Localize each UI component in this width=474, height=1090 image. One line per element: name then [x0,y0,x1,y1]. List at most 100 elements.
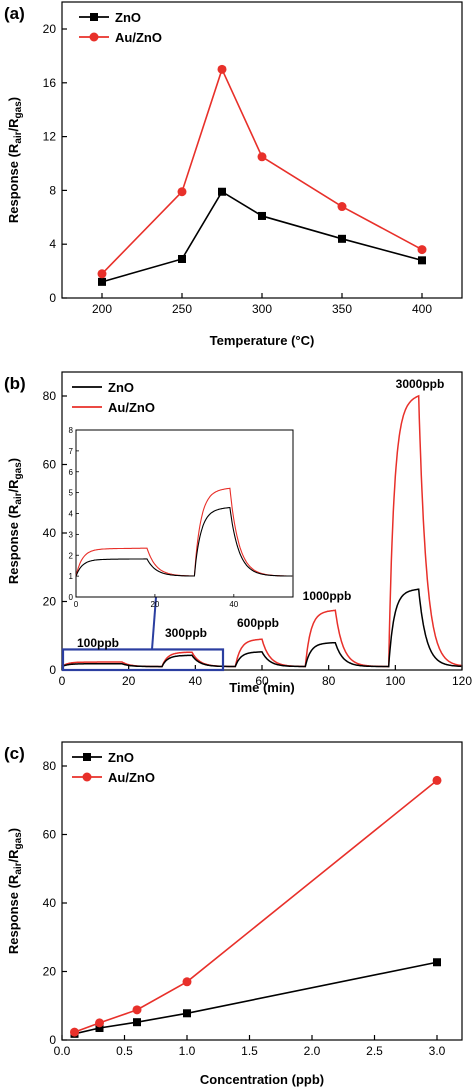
panel-b-inset-x-tick-label: 20 [150,600,159,609]
panel-b-zoom-box [61,648,225,672]
panel-b-x-tick-label: 0 [59,674,66,688]
panel-a-x-tick-label: 350 [332,302,352,316]
panel-a: 200 250 300 350 400 0 4 8 12 16 20 (a) Temperature (… [4,1,463,348]
panel-c-series-0-point [95,1024,104,1033]
panel-c-legend-label-0: ZnO [108,750,134,765]
panel-b-annotation-3: 1000ppb [303,589,352,603]
panel-a-y-tick-label: 0 [49,291,56,305]
panel-a-series-0-point [178,254,186,263]
panel-a-x-tick-label: 200 [92,302,112,316]
panel-b-inset-frame [75,429,294,598]
panel-c-x-tick-label: 2.5 [366,1044,383,1058]
panel-a-x-tick-label: 400 [412,302,432,316]
panel-c-legend-marker-0 [83,753,91,761]
panel-b-inset-x-tick-label: 0 [74,600,79,609]
panel-c-series-1-point [132,1005,142,1015]
panel-b-annotation-1: 300ppb [165,626,207,640]
panel-a-x-tick-label: 300 [252,302,272,316]
panel-c-series-line-1 [74,779,438,1033]
panel-b-inset-y-tick-label: 8 [69,426,74,435]
panel-b-annotation-2: 600ppb [237,616,279,630]
panel-a-series-0-point [258,211,266,220]
panel-a-series-0-point [218,187,226,196]
panel-b-inset-x-tick-label: 40 [229,600,238,609]
panel-a-x-tick-label: 250 [172,302,192,316]
panel-c-x-tick-label: 0.0 [54,1044,71,1058]
panel-c-y-tick-label: 20 [43,965,57,979]
panel-a-y-tick-label: 16 [43,76,57,90]
panel-b-inset-y-tick-label: 0 [69,593,74,602]
panel-c-x-tick-label: 3.0 [429,1044,446,1058]
panel-c-legend-marker-1 [82,772,92,782]
panel-a-series-0-point [98,277,106,286]
panel-a-series-1-point [177,187,187,197]
panel-b-y-tick-label: 20 [43,595,57,609]
panel-c-series-1-point [95,1018,104,1028]
panel-a-y-axis-label: Response (Rair/Rgas) [6,97,24,223]
panel-b-x-tick-label: 120 [452,674,472,688]
panel-c-series-1-point [432,775,442,785]
panel-a-series-1-point [97,269,107,279]
panel-b-inset-y-tick-label: 2 [69,551,74,560]
panel-b-x-tick-label: 40 [189,674,203,688]
panel-b-legend-label-0: ZnO [108,380,134,395]
panel-c-y-tick-label: 80 [43,759,57,773]
panel-b-tag: (b) [4,374,26,393]
panel-a-legend-label-1: Au/ZnO [115,30,162,45]
panel-b-series-line-0 [61,588,462,668]
panel-c-y-tick-label: 60 [43,828,57,842]
panel-a-x-axis-label: Temperature (°C) [210,333,315,348]
panel-c-series-line-0 [74,961,438,1035]
panel-a-legend-label-0: ZnO [115,10,141,25]
panel-a-y-tick-label: 4 [49,237,56,251]
panel-c-series-0-point [133,1018,141,1027]
panel-c-x-tick-label: 0.5 [116,1044,133,1058]
panel-b-x-tick-label: 100 [385,674,405,688]
panel-b-x-tick-label: 80 [322,674,336,688]
panel-b-x-tick-label: 20 [122,674,136,688]
panel-b-annotation-4: 3000ppb [396,377,445,391]
panel-a-y-tick-label: 12 [43,130,57,144]
panel-b-inset-y-tick-label: 7 [69,447,74,456]
panel-c-series-1-point [70,1027,79,1037]
panel-c: 0.0 0.5 1.0 1.5 2.0 2.5 3.0 0 20 40 60 80 (c) Concent… [4,741,463,1087]
panel-a-series-1-point [337,202,347,212]
panel-a-series-1-point [217,64,227,74]
panel-c-y-tick-label: 40 [43,896,57,910]
panel-c-series-1-point [182,977,192,987]
panel-c-tag: (c) [4,744,25,763]
panel-b-inset-y-tick-label: 4 [69,510,74,519]
panel-b-y-tick-label: 0 [49,663,56,677]
panel-a-tag: (a) [4,4,25,23]
panel-a-legend-marker-0 [90,13,98,21]
panel-b-zoom-connector [151,596,157,650]
panel-c-x-tick-label: 1.0 [179,1044,196,1058]
panel-b-y-axis-label: Response (Rair/Rgas) [6,458,24,584]
panel-a-series-0-point [418,256,426,265]
panel-c-plot-frame [61,741,463,1041]
panel-c-legend-label-1: Au/ZnO [108,770,155,785]
panel-a-legend-marker-1 [89,32,99,42]
panel-b-y-tick-label: 40 [43,526,57,540]
panel-c-y-tick-label: 0 [49,1033,56,1047]
panel-b-inset-series-line-0 [75,507,293,577]
panel-a-y-tick-label: 8 [49,183,56,197]
panel-a-series-0-point [338,234,346,243]
panel-a-y-tick-label: 20 [43,22,57,36]
panel-b-x-axis-label: Time (min) [229,680,295,695]
panel-b-legend-label-1: Au/ZnO [108,400,155,415]
panel-c-x-axis-label: Concentration (ppb) [200,1072,324,1087]
panel-b-inset-y-tick-label: 1 [69,572,74,581]
panel-c-series-0-point [183,1009,191,1018]
panel-a-series-line-1 [101,67,423,275]
panel-b-y-tick-label: 80 [43,389,57,403]
panel-b-inset-y-tick-label: 5 [69,489,74,498]
panel-c-x-tick-label: 2.0 [304,1044,321,1058]
panel-b-x-tick-label: 60 [255,674,269,688]
panel-b-inset-y-tick-label: 6 [69,468,74,477]
panel-a-series-1-point [257,152,267,162]
panel-a-series-1-point [417,245,427,255]
panel-c-series-0-point [433,958,441,967]
